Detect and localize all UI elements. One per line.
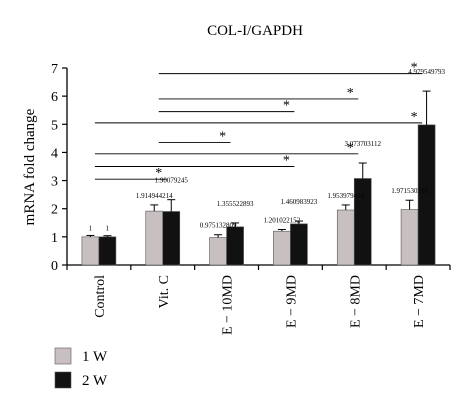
legend-swatch (54, 347, 72, 365)
bar (81, 236, 100, 266)
axes: 0 1 2 3 4 5 6 7 (51, 62, 451, 274)
y-axis-label: mRNA fold change (22, 108, 38, 225)
x-tick-label: E − 9MD (284, 275, 299, 328)
data-label: 1 (106, 225, 110, 233)
data-label: 1.914944214 (136, 192, 173, 200)
data-label: 1.201022152 (264, 217, 301, 225)
significance-star: * (347, 86, 354, 101)
significance-star: * (411, 61, 418, 76)
data-label: 1.355522893 (217, 200, 254, 208)
bars (81, 90, 436, 266)
data-label: 1.953979453 (327, 192, 364, 200)
chart-title: COL-I/GAPDH (207, 23, 303, 39)
bar (290, 223, 308, 266)
data-label: 4.979549793 (408, 68, 445, 76)
significance-star: * (283, 154, 290, 169)
data-label: 1.90079245 (155, 177, 189, 185)
x-tick-label: E − 10MD (221, 275, 236, 335)
bar (145, 210, 164, 266)
x-tick-label: E − 8MD (348, 275, 363, 328)
x-tick-label: Control (93, 275, 108, 318)
legend-label: 2 W (82, 373, 108, 389)
bar (162, 211, 181, 266)
bar (336, 209, 355, 266)
data-label: 1 (89, 224, 93, 232)
data-label: 1.971530316 (391, 187, 428, 195)
data-label: 0.975132809 (200, 222, 237, 230)
legend-label: 1 W (82, 349, 108, 365)
y-tick-label: 7 (51, 62, 58, 77)
significance-star: * (219, 130, 226, 145)
y-tick-label: 2 (51, 203, 58, 218)
significance-star: * (347, 141, 354, 156)
significance-brackets: * * * * * * * * (94, 61, 423, 181)
data-label: 3.073703112 (345, 140, 382, 148)
data-label: 1.460983923 (281, 198, 318, 206)
x-tick-labels: Control Vit. C E − 10MD E − 9MD E − 8MD E − 7… (93, 275, 427, 335)
x-tick-label: Vit. C (157, 275, 172, 308)
significance-star: * (155, 166, 162, 181)
x-tick-label: E − 7MD (412, 275, 427, 328)
y-tick-label: 3 (51, 175, 58, 190)
significance-star: * (283, 99, 290, 114)
bar (226, 226, 244, 266)
y-tick-label: 4 (51, 146, 58, 161)
value-labels: 1 1.914944214 0.975132809 1.201022152 1.9539… (89, 68, 446, 233)
significance-star: * (411, 110, 418, 125)
bar (400, 209, 419, 266)
bar (273, 230, 291, 266)
legend: 1 W 2 W (54, 347, 108, 389)
bar (209, 237, 227, 266)
y-tick-label: 0 (51, 259, 58, 274)
bar (98, 236, 117, 266)
y-tick-label: 1 (51, 231, 58, 246)
y-tick-label: 5 (51, 118, 58, 133)
y-tick-label: 6 (51, 90, 58, 105)
legend-swatch (54, 371, 72, 389)
